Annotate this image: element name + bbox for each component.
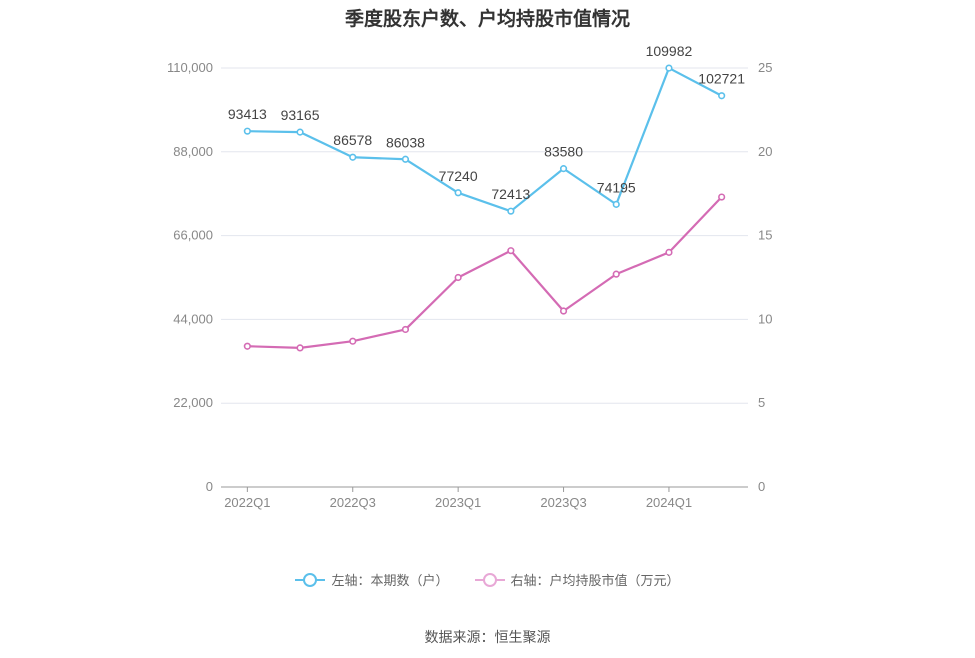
- data-point-left: [507, 207, 515, 215]
- data-point-left: [454, 189, 462, 197]
- data-point-left: [559, 165, 568, 173]
- series-line-left: [247, 66, 723, 213]
- data-label: 74195: [597, 179, 636, 195]
- data-point-right: [349, 337, 357, 345]
- data-label: 109982: [646, 43, 693, 59]
- data-point-right: [612, 270, 620, 278]
- data-point-left: [401, 155, 410, 163]
- data-label: 102721: [698, 71, 745, 87]
- legend-label: 左轴：本期数（户）: [331, 573, 449, 588]
- legend-line-circle-icon: [295, 572, 326, 588]
- data-label: 72413: [491, 186, 530, 202]
- x-axis-tick-label: 2023Q1: [435, 495, 481, 510]
- x-axis-tick-label: 2022Q3: [330, 495, 376, 510]
- data-point-right: [296, 344, 304, 352]
- right-axis-tick-label: 0: [758, 479, 765, 494]
- data-label: 93165: [281, 107, 320, 123]
- left-axis-tick-label: 44,000: [173, 311, 213, 326]
- x-axis-tick-label: 2023Q3: [540, 495, 586, 510]
- data-point-right: [454, 273, 462, 282]
- data-point-right: [507, 247, 515, 255]
- data-point-left: [296, 128, 304, 136]
- x-axis-tick-label: 2022Q1: [224, 495, 270, 510]
- left-axis-tick-label: 110,000: [167, 60, 213, 75]
- x-axis-tick-label: 2024Q1: [646, 495, 692, 510]
- source-note: 数据来源：恒生聚源: [424, 629, 551, 645]
- chart-title: 季度股东户数、户均持股市值情况: [344, 9, 630, 30]
- right-axis-tick-label: 25: [758, 60, 772, 75]
- legend-item-left-series[interactable]: 左轴：本期数（户）: [295, 570, 449, 589]
- data-point-right: [559, 307, 568, 315]
- series-line-right: [247, 196, 723, 349]
- data-point-left: [665, 64, 673, 72]
- line-chart: 0 22,000 44,000 66,000 88,000 110,000 0 5 10 15 20…: [167, 43, 773, 510]
- data-point-right: [665, 248, 673, 256]
- data-label: 93413: [228, 106, 267, 122]
- data-point-left: [718, 92, 726, 100]
- data-point-left: [349, 153, 357, 161]
- right-axis-tick-label: 15: [758, 228, 772, 243]
- legend-line-circle-icon: [474, 572, 505, 588]
- right-axis-tick-label: 10: [758, 311, 772, 326]
- legend-label: 右轴：户均持股市值（万元）: [510, 573, 680, 588]
- data-point-left: [243, 127, 251, 135]
- data-point-right: [243, 342, 251, 350]
- legend-item-right-series[interactable]: 右轴：户均持股市值（万元）: [474, 570, 680, 589]
- left-axis-tick-label: 66,000: [173, 228, 213, 243]
- left-axis-tick-label: 0: [206, 479, 213, 494]
- left-axis-tick-label: 22,000: [173, 395, 213, 410]
- legend: 左轴：本期数（户） 右轴：户均持股市值（万元）: [0, 570, 975, 589]
- data-point-right: [718, 193, 726, 201]
- data-label: 83580: [544, 144, 583, 160]
- data-label: 77240: [439, 168, 478, 184]
- right-axis-tick-label: 20: [758, 144, 772, 159]
- left-axis-tick-label: 88,000: [173, 144, 213, 159]
- data-label: 86578: [333, 132, 372, 148]
- data-label: 86038: [386, 134, 425, 150]
- right-axis-tick-label: 5: [758, 395, 765, 410]
- data-point-right: [401, 325, 410, 334]
- data-point-left: [612, 200, 620, 208]
